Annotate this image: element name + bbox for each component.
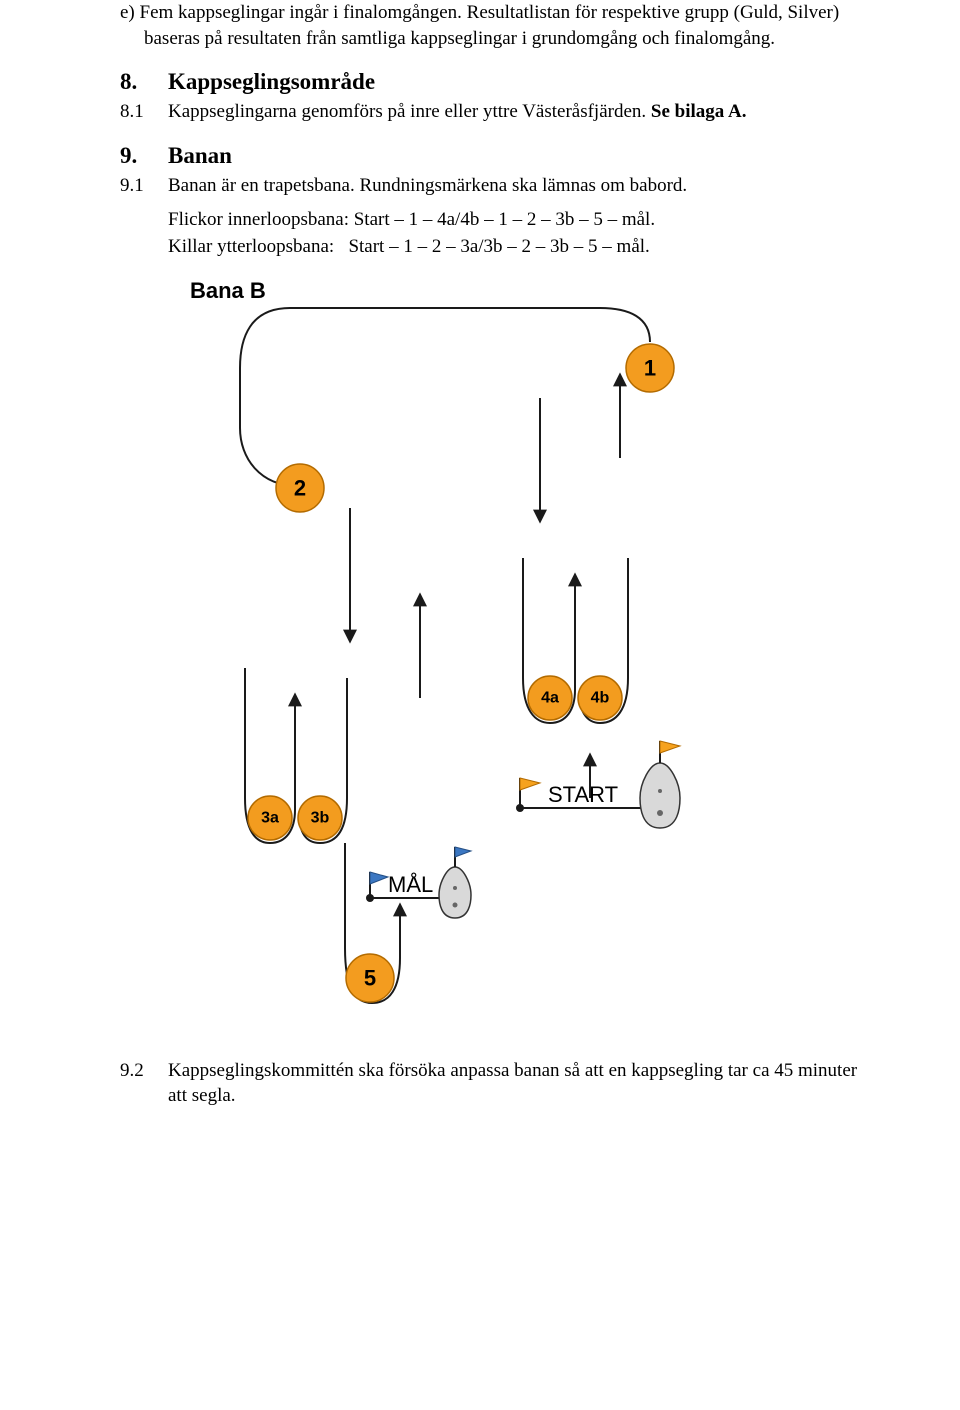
item-8-1-text-b: Se bilaga A. xyxy=(651,101,747,122)
item-9-1-num: 9.1 xyxy=(120,175,168,197)
mark-label-3a: 3a xyxy=(261,809,279,826)
course-boys: Killar ytterloopsbana: Start – 1 – 2 – 3… xyxy=(168,234,880,260)
start-boat-icon xyxy=(640,741,680,828)
mark-label-4b: 4b xyxy=(591,689,610,706)
item-9-1-text: Banan är en trapetsbana. Rundningsmärken… xyxy=(168,173,880,199)
section-8-num: 8. xyxy=(120,69,168,95)
mark-label-5: 5 xyxy=(364,965,376,990)
item-9-2-text: Kappseglingskommittén ska försöka anpass… xyxy=(168,1058,880,1109)
course-diagram-svg: START MÅL xyxy=(190,278,790,1018)
item-9-2: 9.2 Kappseglingskommittén ska försöka an… xyxy=(120,1058,880,1109)
section-9-num: 9. xyxy=(120,143,168,169)
course-girls: Flickor innerloopsbana: Start – 1 – 4a/4… xyxy=(168,207,880,233)
course-diagram: Bana B xyxy=(190,278,790,1018)
finish-flag-blue-1-icon xyxy=(370,872,388,898)
mark-label-4a: 4a xyxy=(541,689,559,706)
diagram-title: Bana B xyxy=(190,278,266,304)
course-descriptions: Flickor innerloopsbana: Start – 1 – 4a/4… xyxy=(168,207,880,260)
section-9-heading: 9. Banan xyxy=(120,143,880,169)
item-8-1: 8.1 Kappseglingarna genomförs på inre el… xyxy=(120,99,880,125)
section-8-heading: 8. Kappseglingsområde xyxy=(120,69,880,95)
finish-boat-icon xyxy=(439,847,471,918)
finish-line: MÅL xyxy=(366,847,471,918)
item-8-1-text: Kappseglingarna genomförs på inre eller … xyxy=(168,99,880,125)
start-label: START xyxy=(548,782,618,807)
section-9-title: Banan xyxy=(168,143,232,169)
start-line: START xyxy=(516,741,680,828)
start-flag-orange-icon xyxy=(520,778,540,808)
item-9-2-num: 9.2 xyxy=(120,1060,168,1082)
item-8-1-num: 8.1 xyxy=(120,101,168,123)
finish-label: MÅL xyxy=(388,872,433,897)
section-8-title: Kappseglingsområde xyxy=(168,69,375,95)
mark-label-2: 2 xyxy=(294,475,306,500)
mark-label-1: 1 xyxy=(644,355,656,380)
mark-label-3b: 3b xyxy=(311,809,330,826)
item-8-1-text-a: Kappseglingarna genomförs på inre eller … xyxy=(168,101,651,122)
route-1-to-2 xyxy=(240,308,650,486)
paragraph-e: e) Fem kappseglingar ingår i finalomgång… xyxy=(144,0,880,51)
item-9-1: 9.1 Banan är en trapetsbana. Rundningsmä… xyxy=(120,173,880,199)
